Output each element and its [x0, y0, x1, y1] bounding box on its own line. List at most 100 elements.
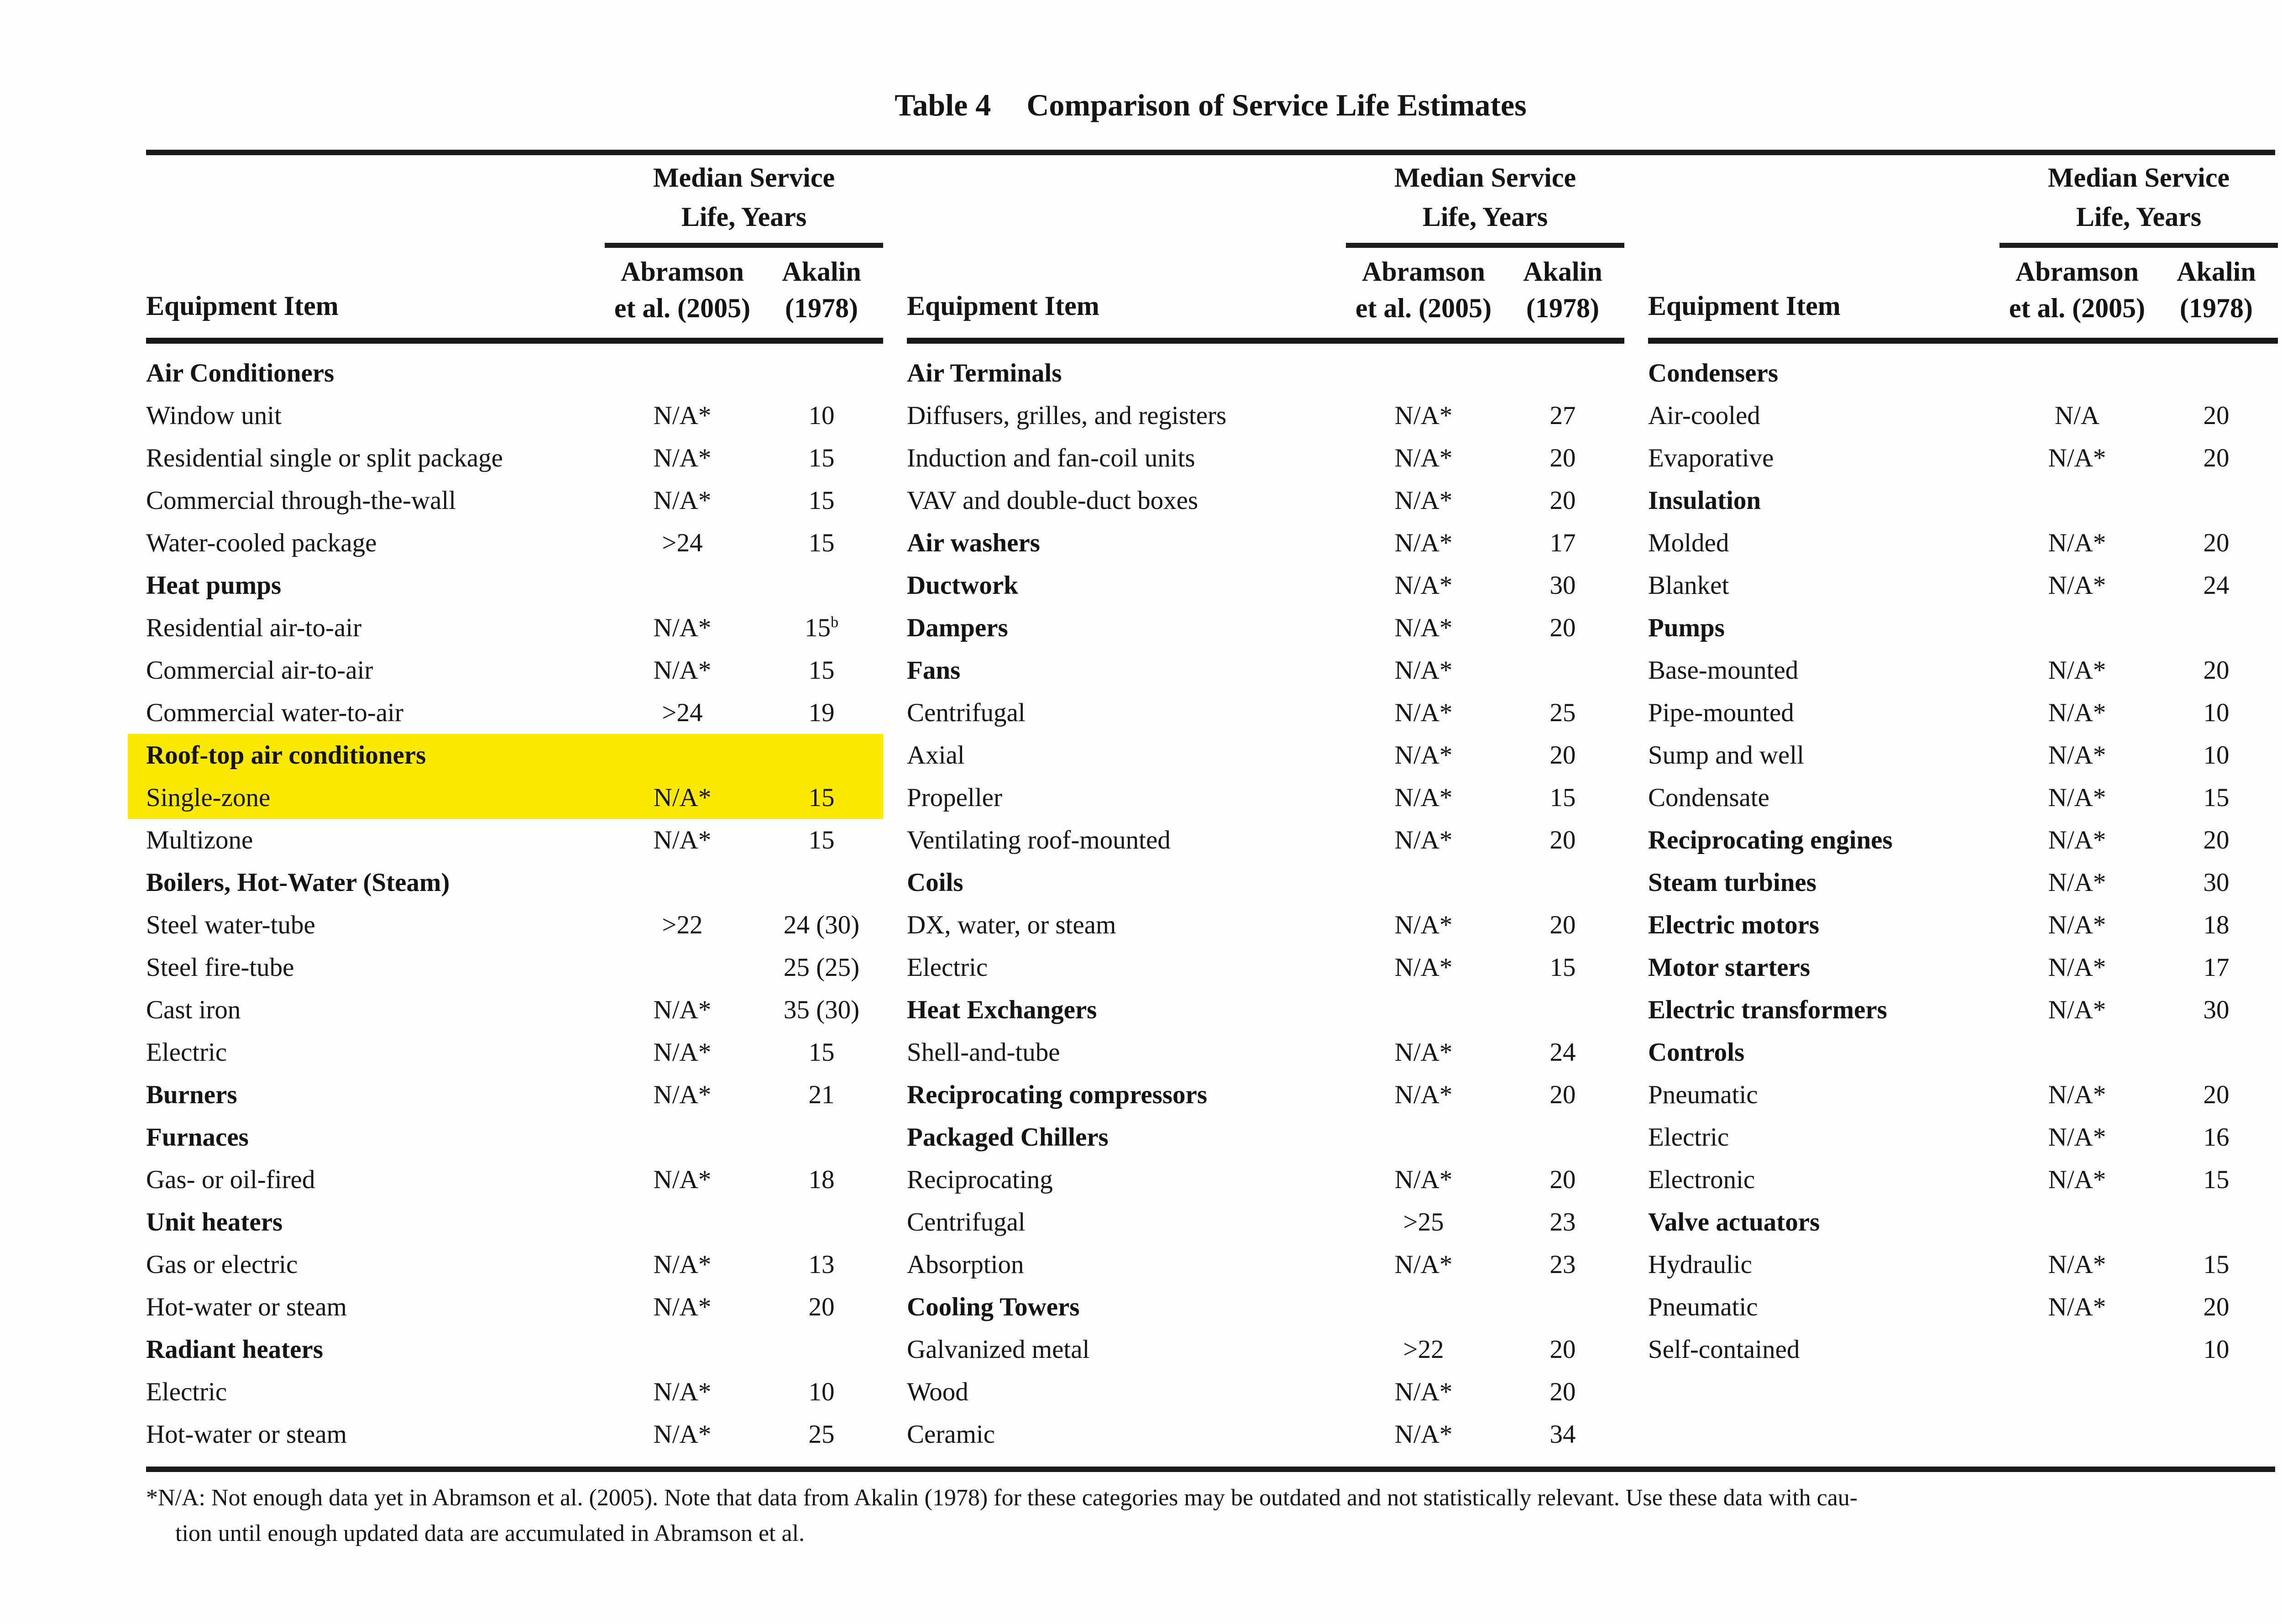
equipment-item-cell: Commercial water-to-air: [146, 698, 403, 727]
abramson-value-cell: N/A*: [1394, 1080, 1453, 1109]
table-row: Reciprocating engines N/A* 20: [1648, 819, 2278, 861]
value-columns-header: Median Service Life, Years Abramson et a…: [605, 155, 883, 326]
table-row: Pneumatic N/A* 20: [1648, 1286, 2278, 1328]
equipment-item-cell: Pumps: [1648, 613, 1725, 642]
median-service-life-header: Median Service Life, Years: [2047, 162, 2230, 232]
table-row: Shell-and-tube N/A* 24: [907, 1031, 1624, 1074]
akalin-value-cell: [760, 564, 883, 607]
table-row: Induction and fan-coil units N/A* 20: [907, 437, 1624, 479]
table-row: Reciprocating compressors N/A* 20: [907, 1074, 1624, 1116]
abramson-value-cell: N/A*: [653, 1293, 712, 1321]
akalin-value-cell: 20: [1549, 826, 1576, 854]
table-row: Self-contained 10: [1648, 1328, 2278, 1371]
table-row: Base-mounted N/A* 20: [1648, 649, 2278, 692]
equipment-item-cell: Coils: [907, 868, 963, 897]
equipment-item-cell: Controls: [1648, 1038, 1745, 1067]
abramson-value-cell: [605, 946, 760, 989]
abramson-value-cell: N/A*: [2048, 953, 2106, 982]
table-row: Dampers N/A* 20: [907, 607, 1624, 649]
table-row: Motor starters N/A* 17: [1648, 946, 2278, 989]
equipment-item-cell: Insulation: [1648, 486, 1761, 515]
table-rows: Condensers Air-cooled N/A 20 Evaporative…: [1648, 344, 2278, 1456]
table-footnote: *N/A: Not enough data yet in Abramson et…: [146, 1480, 2275, 1551]
equipment-item-cell: Furnaces: [146, 1123, 249, 1152]
equipment-item-cell: Ventilating roof-mounted: [907, 826, 1171, 854]
abramson-value-cell: N/A*: [653, 826, 712, 854]
abramson-value-cell: [1999, 1031, 2155, 1074]
table-row: Steam turbines N/A* 30: [1648, 861, 2278, 904]
table-row: Hydraulic N/A* 15: [1648, 1243, 2278, 1286]
table-row: Packaged Chillers: [907, 1116, 1624, 1158]
table-row: Unit heaters: [146, 1201, 883, 1243]
akalin-value-cell: 20: [1549, 1080, 1576, 1109]
table-row: Heat Exchangers: [907, 989, 1624, 1031]
akalin-value-cell: 20: [2203, 826, 2230, 854]
equipment-item-cell: Steam turbines: [1648, 868, 1816, 897]
equipment-item-cell: Galvanized metal: [907, 1335, 1090, 1364]
abramson-value-cell: N/A*: [2048, 571, 2106, 600]
equipment-item-cell: Evaporative: [1648, 444, 1774, 472]
abramson-column-header: Abramson et al. (2005): [614, 257, 751, 323]
table-row: Sump and well N/A* 10: [1648, 734, 2278, 776]
table-row: Air Terminals: [907, 352, 1624, 394]
abramson-value-cell: N/A*: [2048, 1165, 2106, 1194]
abramson-value-cell: N/A*: [2048, 1250, 2106, 1279]
abramson-value-cell: [605, 564, 760, 607]
equipment-item-cell: Ceramic: [907, 1420, 995, 1449]
equipment-item-cell: Gas- or oil-fired: [146, 1165, 315, 1194]
akalin-value-cell: [2155, 1031, 2278, 1074]
equipment-item-cell: VAV and double-duct boxes: [907, 486, 1199, 515]
table-row: Residential single or split package N/A*…: [146, 437, 883, 479]
equipment-item-cell: Electric motors: [1648, 911, 1820, 939]
equipment-item-cell: Radiant heaters: [146, 1335, 323, 1364]
table-row: Centrifugal >25 23: [907, 1201, 1624, 1243]
abramson-value-cell: N/A*: [653, 1378, 712, 1406]
abramson-value-cell: N/A*: [2048, 529, 2106, 557]
table-row: Molded N/A* 20: [1648, 522, 2278, 564]
akalin-value-cell: 20: [2203, 401, 2230, 430]
akalin-value-cell: 23: [1549, 1250, 1576, 1279]
equipment-item-cell: Water-cooled package: [146, 529, 377, 557]
equipment-item-header: Equipment Item: [907, 291, 1099, 321]
table-row: VAV and double-duct boxes N/A* 20: [907, 479, 1624, 522]
equipment-item-cell: Heat pumps: [146, 571, 282, 600]
equipment-item-header: Equipment Item: [1648, 291, 1841, 321]
table-number: Table 4: [895, 88, 991, 122]
equipment-item-cell: Air Conditioners: [146, 359, 335, 388]
akalin-value-cell: [2155, 479, 2278, 522]
abramson-value-cell: N/A*: [1394, 613, 1453, 642]
akalin-value-cell: [760, 1201, 883, 1243]
table-row: Diffusers, grilles, and registers N/A* 2…: [907, 394, 1624, 437]
abramson-value-cell: [1999, 1413, 2155, 1456]
abramson-value-cell: N/A*: [2048, 1123, 2106, 1152]
equipment-item-cell: Commercial through-the-wall: [146, 486, 456, 515]
abramson-value-cell: N/A*: [1394, 656, 1453, 685]
akalin-value-cell: 15: [808, 1038, 835, 1067]
akalin-value-cell: 21: [808, 1080, 835, 1109]
table-row: Electronic N/A* 15: [1648, 1158, 2278, 1201]
table-row: Burners N/A* 21: [146, 1074, 883, 1116]
akalin-value-cell: [760, 734, 883, 776]
table-row: Valve actuators: [1648, 1201, 2278, 1243]
table-row: Single-zone N/A* 15: [128, 776, 883, 819]
table-row: Condensate N/A* 15: [1648, 776, 2278, 819]
subheader-rule: [1346, 243, 1624, 248]
table-rows: Air Terminals Diffusers, grilles, and re…: [907, 344, 1624, 1456]
akalin-value-cell: 10: [2203, 698, 2230, 727]
abramson-value-cell: N/A*: [653, 444, 712, 472]
table-row: Hot-water or steam N/A* 25: [146, 1413, 883, 1456]
akalin-value-cell: 27: [1549, 401, 1576, 430]
akalin-column-header: Akalin (1978): [1523, 257, 1602, 323]
equipment-item-cell: Cooling Towers: [907, 1293, 1080, 1321]
section-header: Equipment Item Median Service Life, Year…: [146, 155, 883, 326]
equipment-item-cell: Valve actuators: [1648, 1208, 1820, 1236]
equipment-item-cell: Absorption: [907, 1250, 1024, 1279]
abramson-value-cell: N/A*: [2048, 783, 2106, 812]
equipment-item-cell: Hot-water or steam: [146, 1293, 347, 1321]
equipment-item-cell: Commercial air-to-air: [146, 656, 373, 685]
akalin-value-cell: [760, 352, 883, 394]
table-row: Air washers N/A* 17: [907, 522, 1624, 564]
abramson-value-cell: [1346, 352, 1501, 394]
abramson-value-cell: N/A*: [2048, 698, 2106, 727]
abramson-column-header: Abramson et al. (2005): [2009, 257, 2146, 323]
